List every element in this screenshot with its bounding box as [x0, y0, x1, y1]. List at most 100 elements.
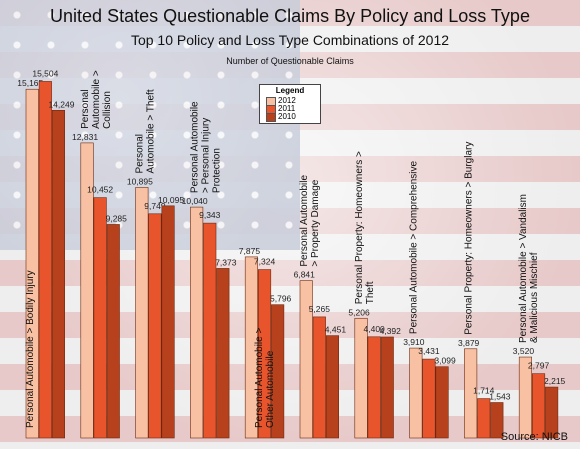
value-label-2010-4: 5,796: [270, 294, 292, 304]
y-axis-label: Number of Questionable Claims: [226, 56, 354, 66]
category-label-line: > Personal Injury: [200, 118, 211, 193]
legend-title: Legend: [275, 86, 305, 95]
category-label-line: Personal Automobile >: [254, 327, 265, 428]
value-label-2011-1: 10,452: [87, 185, 113, 195]
value-label-2010-6: 4,392: [380, 326, 402, 336]
value-label-2011-7: 3,431: [418, 346, 440, 356]
legend-label-2011: 2011: [278, 104, 296, 113]
legend: Legend 2012 2011 2010: [259, 84, 321, 124]
bar-2010-3: [216, 268, 230, 439]
value-label-2010-8: 1,543: [489, 392, 511, 402]
category-label-line: Personal Property: Homeowners >: [354, 151, 365, 304]
value-label-2011-8: 1,714: [473, 386, 495, 396]
bar-2010-5: [325, 335, 340, 439]
bar-2011-5: [312, 316, 326, 439]
bar-2011-4: [257, 269, 272, 439]
bar-2011-3: [203, 222, 217, 439]
bar-2012-0: [25, 88, 39, 439]
category-label-9: Personal Automobile > Vandalism& Malicio…: [518, 194, 540, 343]
bar-2010-7: [435, 366, 449, 439]
value-label-2011-6: 4,400: [364, 324, 386, 334]
legend-swatch-2010: [266, 113, 276, 122]
bar-2012-4: [244, 256, 258, 439]
value-label-2010-3: 7,373: [215, 257, 237, 267]
category-label-4: Personal Automobile >Other Automobile: [254, 327, 276, 428]
bar-2012-1: [80, 142, 94, 439]
value-label-2011-5: 5,265: [309, 304, 331, 314]
category-label-2: PersonalAutomobile > Theft: [135, 89, 157, 173]
bar-2011-9: [531, 373, 546, 439]
category-label-line: Theft: [365, 281, 376, 304]
category-label-line: Personal Automobile > Bodily Injury: [25, 270, 36, 428]
value-label-2012-7: 3,910: [403, 337, 425, 347]
bar-2010-0: [51, 109, 66, 439]
value-label-2012-9: 3,520: [513, 346, 535, 356]
bar-2012-5: [299, 280, 313, 439]
category-label-6: Personal Property: Homeowners >Theft: [354, 151, 376, 304]
value-label-2012-8: 3,879: [458, 338, 480, 348]
bar-2010-6: [380, 336, 394, 439]
value-label-2010-7: 3,099: [434, 356, 456, 366]
legend-label-2012: 2012: [278, 96, 296, 105]
value-label-2010-2: 10,095: [158, 195, 184, 205]
source-note: Source: NICB: [500, 431, 568, 443]
bar-2011-2: [148, 213, 162, 439]
bar-2012-8: [464, 348, 478, 439]
category-label-line: Personal Automobile: [299, 175, 310, 267]
legend-label-2010: 2010: [278, 112, 296, 121]
bar-2010-8: [490, 402, 504, 439]
value-label-2012-2: 10,895: [127, 176, 153, 186]
category-label-8: Personal Property: Homeowners > Burglary: [463, 142, 474, 335]
category-label-line: Collision: [102, 91, 113, 129]
value-label-2011-2: 9,749: [144, 201, 166, 211]
category-label-line: Personal: [135, 134, 146, 173]
bar-2010-1: [106, 224, 120, 439]
category-label-1: PersonalAutomobile >Collision: [80, 70, 113, 129]
bar-2012-6: [354, 317, 368, 439]
category-label-line: & Malicious Mischief: [529, 252, 540, 343]
category-label-line: Personal Automobile > Vandalism: [518, 194, 529, 343]
bar-2011-7: [422, 358, 436, 439]
value-label-2011-0: 15,504: [32, 68, 58, 78]
value-label-2012-3: 10,040: [182, 196, 208, 206]
category-label-line: Automobile > Theft: [146, 89, 157, 173]
bar-2012-7: [409, 347, 423, 439]
bar-2011-1: [93, 197, 107, 439]
bar-2010-9: [545, 386, 559, 439]
bar-2011-0: [38, 81, 52, 439]
value-label-2011-3: 9,343: [199, 210, 221, 220]
bar-2012-9: [518, 356, 533, 439]
bar-2012-3: [190, 206, 204, 439]
category-label-line: Other Automobile: [265, 350, 276, 428]
value-label-2011-4: 7,324: [254, 257, 276, 267]
value-label-2010-9: 2,215: [544, 376, 566, 386]
category-label-line: Personal: [80, 89, 91, 128]
value-label-2012-6: 5,206: [348, 307, 370, 317]
category-label-3: Personal Automobile> Personal InjuryProt…: [189, 101, 222, 193]
category-label-7: Personal Automobile > Comprehensive: [409, 160, 420, 334]
chart-title: United States Questionable Claims By Pol…: [50, 6, 530, 26]
value-label-2010-1: 9,285: [106, 213, 128, 223]
value-label-2012-0: 15,165: [17, 78, 43, 88]
value-label-2012-1: 12,831: [72, 132, 98, 142]
category-label-line: Automobile >: [91, 70, 102, 129]
category-label-line: > Property Damage: [310, 179, 321, 266]
value-label-2012-5: 6,841: [294, 270, 316, 280]
value-label-2010-5: 4,451: [325, 325, 347, 335]
value-label-2012-4: 7,875: [239, 246, 261, 256]
chart-subtitle: Top 10 Policy and Loss Type Combinations…: [130, 32, 450, 48]
value-label-2010-0: 14,249: [48, 99, 74, 109]
category-label-5: Personal Automobile> Property Damage: [299, 175, 321, 267]
value-label-2011-9: 2,797: [528, 361, 550, 371]
category-label-line: Personal Property: Homeowners > Burglary: [463, 142, 474, 335]
bar-2011-8: [477, 398, 491, 439]
category-label-line: Protection: [211, 148, 222, 193]
bar-2010-2: [161, 205, 175, 439]
category-label-0: Personal Automobile > Bodily Injury: [25, 270, 36, 428]
category-label-line: Personal Automobile: [189, 101, 200, 193]
bar-2011-6: [367, 336, 381, 439]
category-label-line: Personal Automobile > Comprehensive: [409, 160, 420, 334]
bar-2012-2: [135, 187, 149, 439]
